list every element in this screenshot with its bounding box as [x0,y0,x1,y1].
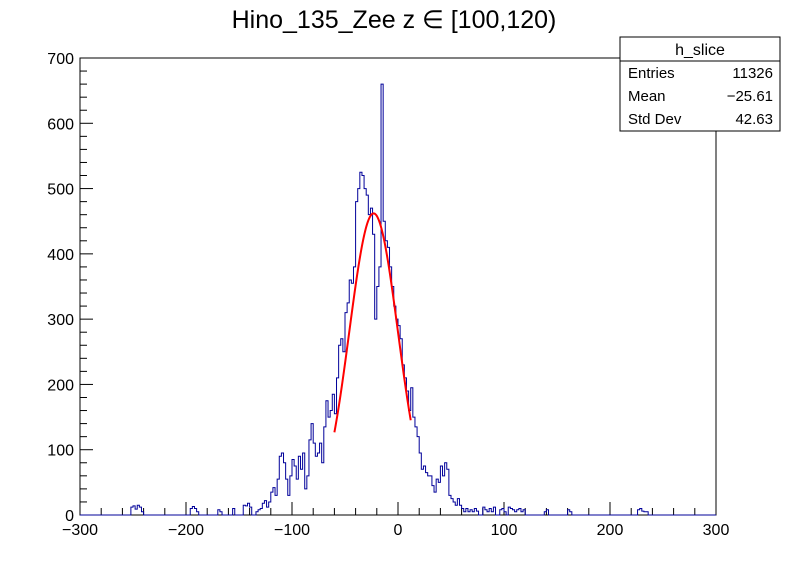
stats-entries-value: 11326 [732,65,773,82]
y-tick-label: 200 [47,377,74,394]
y-tick-label: 400 [47,247,74,264]
stats-stddev-value: 42.63 [735,111,773,128]
y-axis: 0 100 200 300 400 500 600 700 [47,51,93,525]
x-tick-label: −200 [168,522,204,539]
y-tick-label: 700 [47,51,74,68]
histogram-line [80,83,716,516]
stats-box: h_slice Entries 11326 Mean −25.61 Std De… [619,36,781,132]
stats-box-frame [619,36,781,132]
stats-entries-label: Entries [628,65,675,82]
x-tick-label: 100 [491,522,518,539]
fit-curve [333,212,412,433]
x-tick-label: −300 [62,522,98,539]
stats-mean-label: Mean [628,88,666,105]
y-tick-label: 600 [47,116,74,133]
y-tick-label: 300 [47,312,74,329]
y-tick-label: 100 [47,443,74,460]
x-tick-label: 300 [703,522,730,539]
y-tick-label: 500 [47,182,74,199]
stats-stddev-label: Std Dev [628,111,682,128]
stats-mean-value: −25.61 [727,88,773,105]
x-tick-label: 0 [394,522,403,539]
chart-title: Hino_135_Zee z ∈ [100,120) [232,6,557,34]
histogram [80,83,716,516]
x-tick-label: −100 [274,522,310,539]
x-axis: −300 −200 −100 0 100 200 300 [62,502,729,539]
fit-curve-group [333,212,412,433]
stats-name: h_slice [675,42,725,59]
y-tick-label: 0 [65,508,74,525]
x-tick-label: 200 [597,522,624,539]
